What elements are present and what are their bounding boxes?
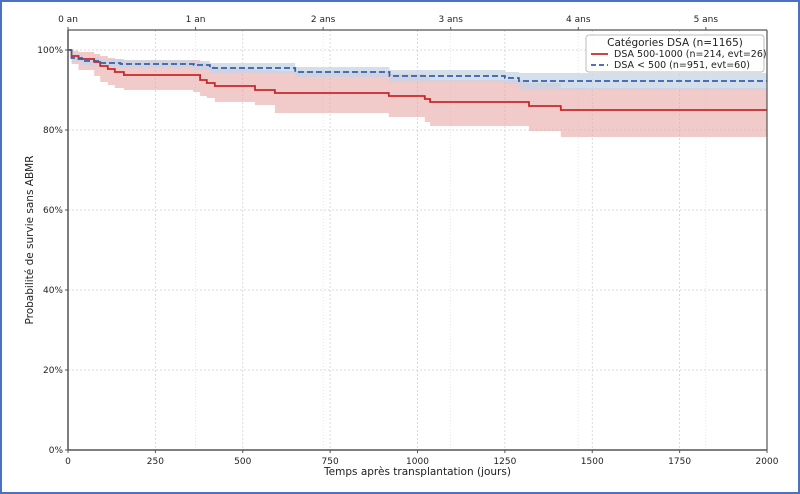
x-ticks: 0 250 500 750 1000 1250 1500 1750 2000 <box>65 450 779 467</box>
y-tick-label: 20% <box>43 366 63 376</box>
survival-curve-0 <box>68 49 767 111</box>
x-tick-label: 1750 <box>668 457 691 467</box>
top-tick-label: 0 an <box>58 15 78 25</box>
confidence-band-1 <box>68 50 767 90</box>
x-tick-label: 1500 <box>581 457 604 467</box>
y-tick-label: 60% <box>43 206 63 216</box>
top-tick-label: 2 ans <box>311 15 336 25</box>
y-tick-label: 40% <box>43 286 63 296</box>
legend-label-dsa-lt-500: DSA < 500 (n=951, evt=60) <box>614 60 750 71</box>
legend-box <box>585 34 765 73</box>
survival-curves <box>68 49 767 111</box>
y-tick-label: 100% <box>37 46 63 56</box>
y-tick-label: 80% <box>43 126 63 136</box>
top-axis-ticks: 0 an 1 an 2 ans 3 ans 4 ans 5 ans <box>58 15 718 30</box>
legend: Catégories DSA (n=1165) DSA 500-1000 (n=… <box>585 34 767 73</box>
confidence-bands <box>68 50 767 137</box>
top-tick-label: 3 ans <box>438 15 463 25</box>
x-tick-label: 2000 <box>756 457 779 467</box>
x-tick-label: 0 <box>65 457 71 467</box>
x-tick-label: 1000 <box>406 457 429 467</box>
legend-label-dsa-500-1000: DSA 500-1000 (n=214, evt=26) <box>614 49 767 60</box>
y-ticks: 0% 20% 40% 60% 80% 100% <box>37 46 68 456</box>
survival-curve-1 <box>68 49 767 82</box>
legend-title: Catégories DSA (n=1165) <box>607 37 743 49</box>
x-axis-label: Temps après transplantation (jours) <box>323 466 511 478</box>
y-axis-label: Probabilité de survie sans ABMR <box>24 155 36 324</box>
x-tick-label: 1250 <box>493 457 516 467</box>
x-tick-label: 250 <box>147 457 164 467</box>
x-tick-label: 750 <box>322 457 339 467</box>
top-tick-label: 4 ans <box>566 15 591 25</box>
x-tick-label: 500 <box>234 457 251 467</box>
top-tick-label: 5 ans <box>694 15 719 25</box>
top-tick-label: 1 an <box>186 15 206 25</box>
y-tick-label: 0% <box>49 446 64 456</box>
